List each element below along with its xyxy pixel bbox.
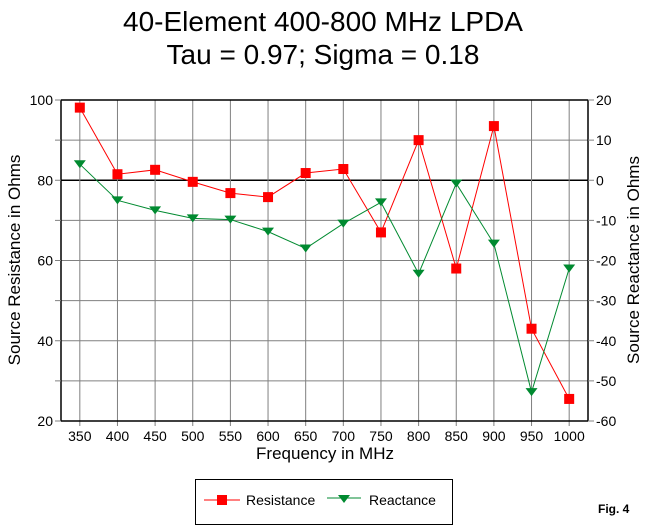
data-point-resistance bbox=[187, 176, 198, 187]
data-point-reactance bbox=[374, 198, 387, 207]
data-point-resistance bbox=[488, 121, 499, 132]
data-point-reactance bbox=[337, 219, 350, 228]
y-right-tick-label: -60 bbox=[596, 413, 616, 429]
y-right-tick-label: -10 bbox=[596, 212, 616, 228]
x-tick-label: 800 bbox=[407, 428, 431, 444]
series-line-resistance bbox=[79, 107, 570, 400]
legend-label: Resistance bbox=[246, 492, 316, 508]
x-tick-label: 950 bbox=[520, 428, 544, 444]
y-right-tick-label: 0 bbox=[596, 172, 604, 188]
y-left-tick-label: 100 bbox=[30, 92, 54, 108]
data-point-reactance bbox=[563, 264, 576, 273]
data-point-reactance bbox=[149, 206, 162, 215]
y-right-tick-label: -20 bbox=[596, 253, 616, 269]
y-left-tick-label: 40 bbox=[37, 333, 53, 349]
x-tick-label: 750 bbox=[369, 428, 393, 444]
legend-item-resistance: Resistance bbox=[204, 492, 315, 508]
data-point-resistance bbox=[375, 227, 386, 238]
x-tick-label: 900 bbox=[482, 428, 506, 444]
y-left-tick-label: 60 bbox=[37, 253, 53, 269]
x-tick-label: 500 bbox=[181, 428, 205, 444]
data-point-reactance bbox=[487, 239, 500, 248]
y-left-tick-label: 80 bbox=[37, 172, 53, 188]
y-axis-right-title: Source Reactance in Ohms bbox=[624, 156, 643, 364]
data-point-resistance bbox=[74, 102, 85, 113]
data-point-resistance bbox=[300, 168, 311, 179]
x-tick-label: 450 bbox=[143, 428, 167, 444]
y-right-tick-label: -30 bbox=[596, 293, 616, 309]
x-tick-label: 550 bbox=[219, 428, 243, 444]
data-point-resistance bbox=[338, 164, 349, 175]
x-tick-label: 600 bbox=[256, 428, 280, 444]
data-point-resistance bbox=[225, 188, 236, 199]
chart-subtitle: Tau = 0.97; Sigma = 0.18 bbox=[166, 39, 480, 70]
x-tick-label: 650 bbox=[294, 428, 318, 444]
x-tick-label: 400 bbox=[106, 428, 130, 444]
data-point-reactance bbox=[299, 244, 312, 253]
data-point-reactance bbox=[224, 215, 237, 224]
data-point-resistance bbox=[263, 192, 274, 203]
data-point-reactance bbox=[412, 269, 425, 278]
data-point-reactance bbox=[525, 388, 538, 397]
chart-title: 40-Element 400-800 MHz LPDA bbox=[123, 6, 523, 37]
data-point-resistance bbox=[112, 169, 123, 180]
figure-label: Fig. 4 bbox=[598, 502, 630, 516]
x-axis-title: Frequency in MHz bbox=[256, 444, 394, 463]
data-point-resistance bbox=[564, 393, 575, 404]
data-point-reactance bbox=[186, 214, 199, 223]
y-right-tick-label: -50 bbox=[596, 373, 616, 389]
x-tick-label: 850 bbox=[445, 428, 469, 444]
data-point-reactance bbox=[73, 160, 86, 169]
y-right-tick-label: 10 bbox=[596, 132, 612, 148]
data-point-reactance bbox=[111, 196, 124, 205]
data-point-resistance bbox=[526, 323, 537, 334]
y-left-tick-label: 20 bbox=[37, 413, 53, 429]
data-point-resistance bbox=[451, 263, 462, 274]
x-tick-label: 350 bbox=[68, 428, 92, 444]
x-tick-label: 1000 bbox=[554, 428, 585, 444]
legend-marker-square-icon bbox=[204, 495, 240, 505]
legend-label: Reactance bbox=[369, 492, 436, 508]
y-axis-left-title: Source Resistance in Ohms bbox=[5, 155, 24, 366]
data-point-reactance bbox=[262, 227, 275, 236]
legend-item-reactance: Reactance bbox=[327, 492, 436, 508]
data-point-resistance bbox=[413, 135, 424, 146]
y-right-tick-label: -40 bbox=[596, 333, 616, 349]
series-line-reactance bbox=[79, 163, 570, 394]
data-point-reactance bbox=[450, 179, 463, 188]
y-right-tick-label: 20 bbox=[596, 92, 612, 108]
legend: Resistance Reactance bbox=[195, 479, 453, 525]
legend-marker-triangle-icon bbox=[327, 495, 361, 503]
x-tick-label: 700 bbox=[332, 428, 356, 444]
data-point-resistance bbox=[150, 164, 161, 175]
